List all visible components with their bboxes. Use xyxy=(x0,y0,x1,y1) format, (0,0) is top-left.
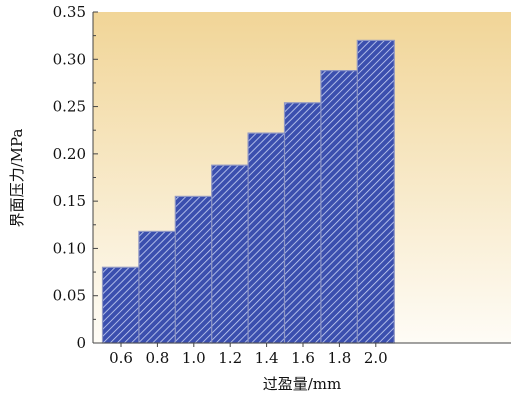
bar-1.6 xyxy=(283,102,323,344)
x-axis-ticks: 0.6 0.8 1.0 1.2 1.4 1.6 1.8 2.0 xyxy=(109,343,388,367)
x-tick-label: 1.4 xyxy=(255,349,279,367)
bar-series xyxy=(101,39,395,344)
y-tick-label: 0.05 xyxy=(53,287,86,305)
x-tick-label: 0.8 xyxy=(145,349,169,367)
bar-2.0 xyxy=(356,39,395,344)
y-tick-label: 0.20 xyxy=(53,145,86,163)
y-tick-label: 0.35 xyxy=(53,3,86,21)
bar-1.2 xyxy=(211,164,250,344)
bar-1.8 xyxy=(320,69,359,344)
bar-0.8 xyxy=(138,230,177,344)
y-axis-ticks: 0 0.05 0.10 0.15 0.20 0.25 0.30 0.35 xyxy=(53,3,98,352)
y-tick-label: 0.10 xyxy=(53,239,86,257)
x-tick-label: 1.2 xyxy=(218,349,242,367)
x-tick-label: 1.0 xyxy=(182,349,206,367)
y-tick-label: 0 xyxy=(76,334,86,352)
x-tick-label: 0.6 xyxy=(109,349,133,367)
x-axis-label: 过盈量/mm xyxy=(263,375,342,393)
bar-1.0 xyxy=(174,195,213,344)
bar-1.4 xyxy=(247,132,286,344)
y-tick-label: 0.15 xyxy=(53,192,86,210)
x-tick-label: 2.0 xyxy=(364,349,388,367)
x-tick-label: 1.8 xyxy=(327,349,351,367)
y-tick-label: 0.25 xyxy=(53,98,86,116)
bar-0.6 xyxy=(101,266,141,344)
y-axis-label: 界面压力/MPa xyxy=(8,129,26,228)
y-tick-label: 0.30 xyxy=(53,50,86,68)
x-tick-label: 1.6 xyxy=(291,349,315,367)
